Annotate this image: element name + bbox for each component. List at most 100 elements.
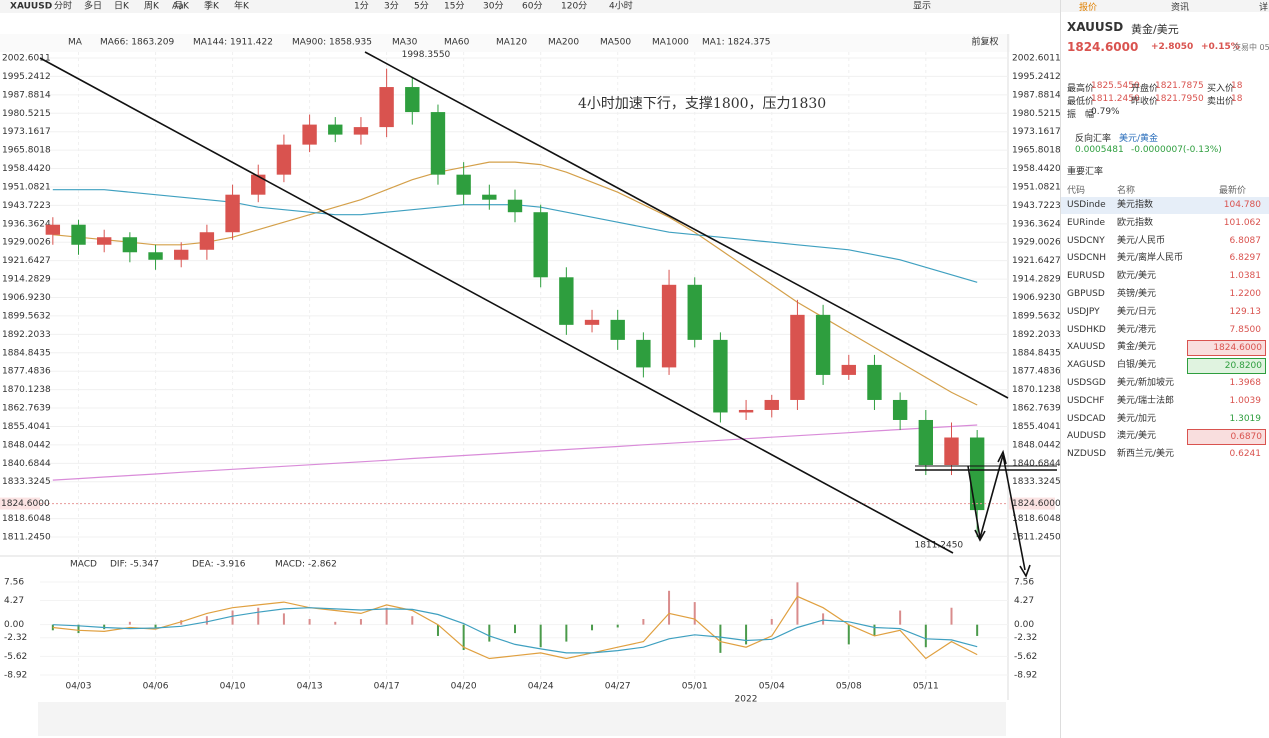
y-tick-label: 4.27 (4, 596, 24, 606)
channel-upper (364, 51, 1009, 399)
x-tick-label: 05/08 (836, 682, 862, 692)
period-button[interactable]: 月K (174, 1, 190, 12)
stat: 卖出价 (1207, 97, 1235, 107)
table-row[interactable]: XAUUSD 黄金/美元 1824.6000 (1061, 339, 1269, 357)
table-row[interactable]: USDHKD 美元/港元 7.8500 (1061, 322, 1269, 339)
inactive-indicator: MA30 (392, 38, 418, 48)
row-name: 美元/人民币 (1117, 235, 1166, 246)
period-button[interactable]: 4小时 (609, 0, 633, 12)
macd-line (52, 607, 978, 654)
plot-layer: XAUUSD 分时 多日 日K 周K 月K 季K 年K 1分 3分 5分 15分 30分 60分 120分 4… (0, 0, 1060, 692)
stat: 0.79% (1091, 107, 1120, 117)
y-tick-label: 1892.2033 (2, 330, 51, 340)
period-button[interactable]: 60分 (522, 1, 542, 12)
row-code: XAUUSD (1067, 342, 1106, 353)
y-tick-label-right: 1980.5215 (1012, 109, 1060, 119)
row-price: 0.6241 (1229, 449, 1262, 460)
rights-label: 前复权 (971, 36, 998, 48)
candle-body (867, 364, 882, 400)
y-tick-label: 1855.4041 (2, 422, 51, 432)
row-name: 美元/加元 (1117, 413, 1157, 424)
legend-entry: MA66: 1863.209 (100, 38, 174, 48)
macd-title: MACD (70, 560, 97, 570)
period-button[interactable]: 分时 (54, 0, 72, 12)
period-button[interactable]: 15分 (444, 1, 464, 12)
table-row[interactable]: EURinde 欧元指数 101.062 (1061, 215, 1269, 232)
legend-entry: MA144: 1911.422 (193, 38, 273, 48)
row-code: NZDUSD (1067, 449, 1107, 460)
row-price: 101.062 (1223, 217, 1261, 228)
table-row[interactable]: USDCNH 美元/离岸人民币 6.8297 (1061, 250, 1269, 267)
period-button[interactable]: 日K (114, 1, 130, 12)
change: +2.8050 (1151, 42, 1194, 52)
y-tick-label: 1987.8814 (2, 90, 51, 100)
scroller[interactable] (38, 702, 1006, 736)
table-row[interactable]: AUDUSD 澳元/美元 0.6870 (1061, 428, 1269, 446)
tab[interactable]: 资讯 (1171, 3, 1190, 13)
table-header: 最新价 (1219, 186, 1247, 196)
candle-body (841, 364, 856, 375)
inactive-indicator: MA200 (548, 38, 579, 48)
row-name: 新西兰元/美元 (1117, 449, 1175, 460)
candle-body (71, 224, 86, 245)
table-row[interactable]: USDinde 美元指数 104.780 (1061, 197, 1269, 214)
x-tick-label: 04/13 (297, 682, 323, 692)
y-tick-label-right: 1987.8814 (1012, 90, 1060, 100)
period-button[interactable]: 周K (144, 1, 160, 12)
toolbar-symbol: XAUUSD (10, 2, 52, 12)
period-button[interactable]: 5分 (414, 1, 429, 12)
x-tick-label: 04/10 (220, 682, 246, 692)
table-row[interactable]: USDSGD 美元/新加坡元 1.3968 (1061, 375, 1269, 392)
candle-body (892, 399, 908, 420)
inactive-indicator: MA60 (444, 38, 470, 48)
period-button[interactable]: 30分 (483, 1, 503, 12)
row-price: 7.8500 (1229, 324, 1262, 335)
candle-body (969, 437, 985, 511)
inverse-value: 0.0005481 (1075, 145, 1124, 155)
row-code: GBPUSD (1067, 289, 1105, 299)
annotation: 4小时加速下行，支撑1800，压力1830 (578, 96, 826, 112)
candle-body (225, 194, 240, 233)
inverse-pair: 美元/黄金 (1119, 134, 1159, 144)
period-button[interactable]: 120分 (561, 1, 587, 12)
y-tick-label-right: 1855.4041 (1012, 422, 1060, 432)
row-name: 美元指数 (1117, 200, 1154, 210)
y-tick-label-right: 2002.6011 (1012, 54, 1060, 64)
y-tick-label-right: -8.92 (1014, 670, 1037, 680)
table-row[interactable]: XAGUSD 白银/美元 20.8200 (1061, 357, 1269, 375)
row-code: USDSGD (1067, 378, 1106, 388)
table-row[interactable]: USDCNY 美元/人民币 6.8087 (1061, 233, 1269, 250)
row-code: AUDUSD (1067, 431, 1106, 442)
y-tick-label-right: 1833.3245 (1012, 477, 1060, 487)
y-tick-label-right: 1840.6844 (1012, 459, 1060, 469)
price: 1824.6000 (1067, 40, 1139, 54)
period-button[interactable]: 年K (234, 0, 250, 12)
tab[interactable]: 详 (1259, 3, 1269, 13)
forecast-path (967, 454, 1026, 571)
last-price-tag-right (1009, 497, 1055, 510)
period-button[interactable]: 多日 (84, 0, 102, 12)
table-row[interactable]: EURUSD 欧元/美元 1.0381 (1061, 268, 1269, 285)
y-tick-label: 1833.3245 (2, 477, 51, 487)
row-code: USDHKD (1067, 324, 1106, 335)
row-price: 104.780 (1223, 200, 1261, 210)
candle-body (122, 237, 138, 253)
table-row[interactable]: NZDUSD 新西兰元/美元 0.6241 (1061, 446, 1269, 463)
period-button[interactable]: 1分 (354, 1, 369, 12)
x-tick-label: 04/27 (605, 682, 631, 692)
period-button[interactable]: 3分 (384, 1, 399, 12)
table-row[interactable]: USDCHF 美元/瑞士法郎 1.0039 (1061, 393, 1269, 410)
period-button[interactable]: 季K (204, 0, 220, 12)
y-tick-label: 1943.7223 (2, 201, 51, 211)
tab[interactable]: 报价 (1079, 3, 1098, 13)
y-tick-label: 1951.0821 (2, 182, 51, 192)
table-row[interactable]: USDCAD 美元/加元 1.3019 (1061, 411, 1269, 428)
table-row[interactable]: GBPUSD 英镑/美元 1.2200 (1061, 286, 1269, 303)
stat: 昨收价 (1131, 97, 1159, 107)
y-tick-label: 1811.2450 (2, 533, 51, 543)
y-tick-label-right: -5.62 (1014, 652, 1037, 662)
x-tick-label: 04/17 (374, 682, 400, 692)
display-button: 显示 (913, 1, 931, 12)
table-row[interactable]: USDJPY 美元/日元 129.13 (1061, 304, 1269, 321)
section-title: 重要汇率 (1067, 167, 1104, 177)
